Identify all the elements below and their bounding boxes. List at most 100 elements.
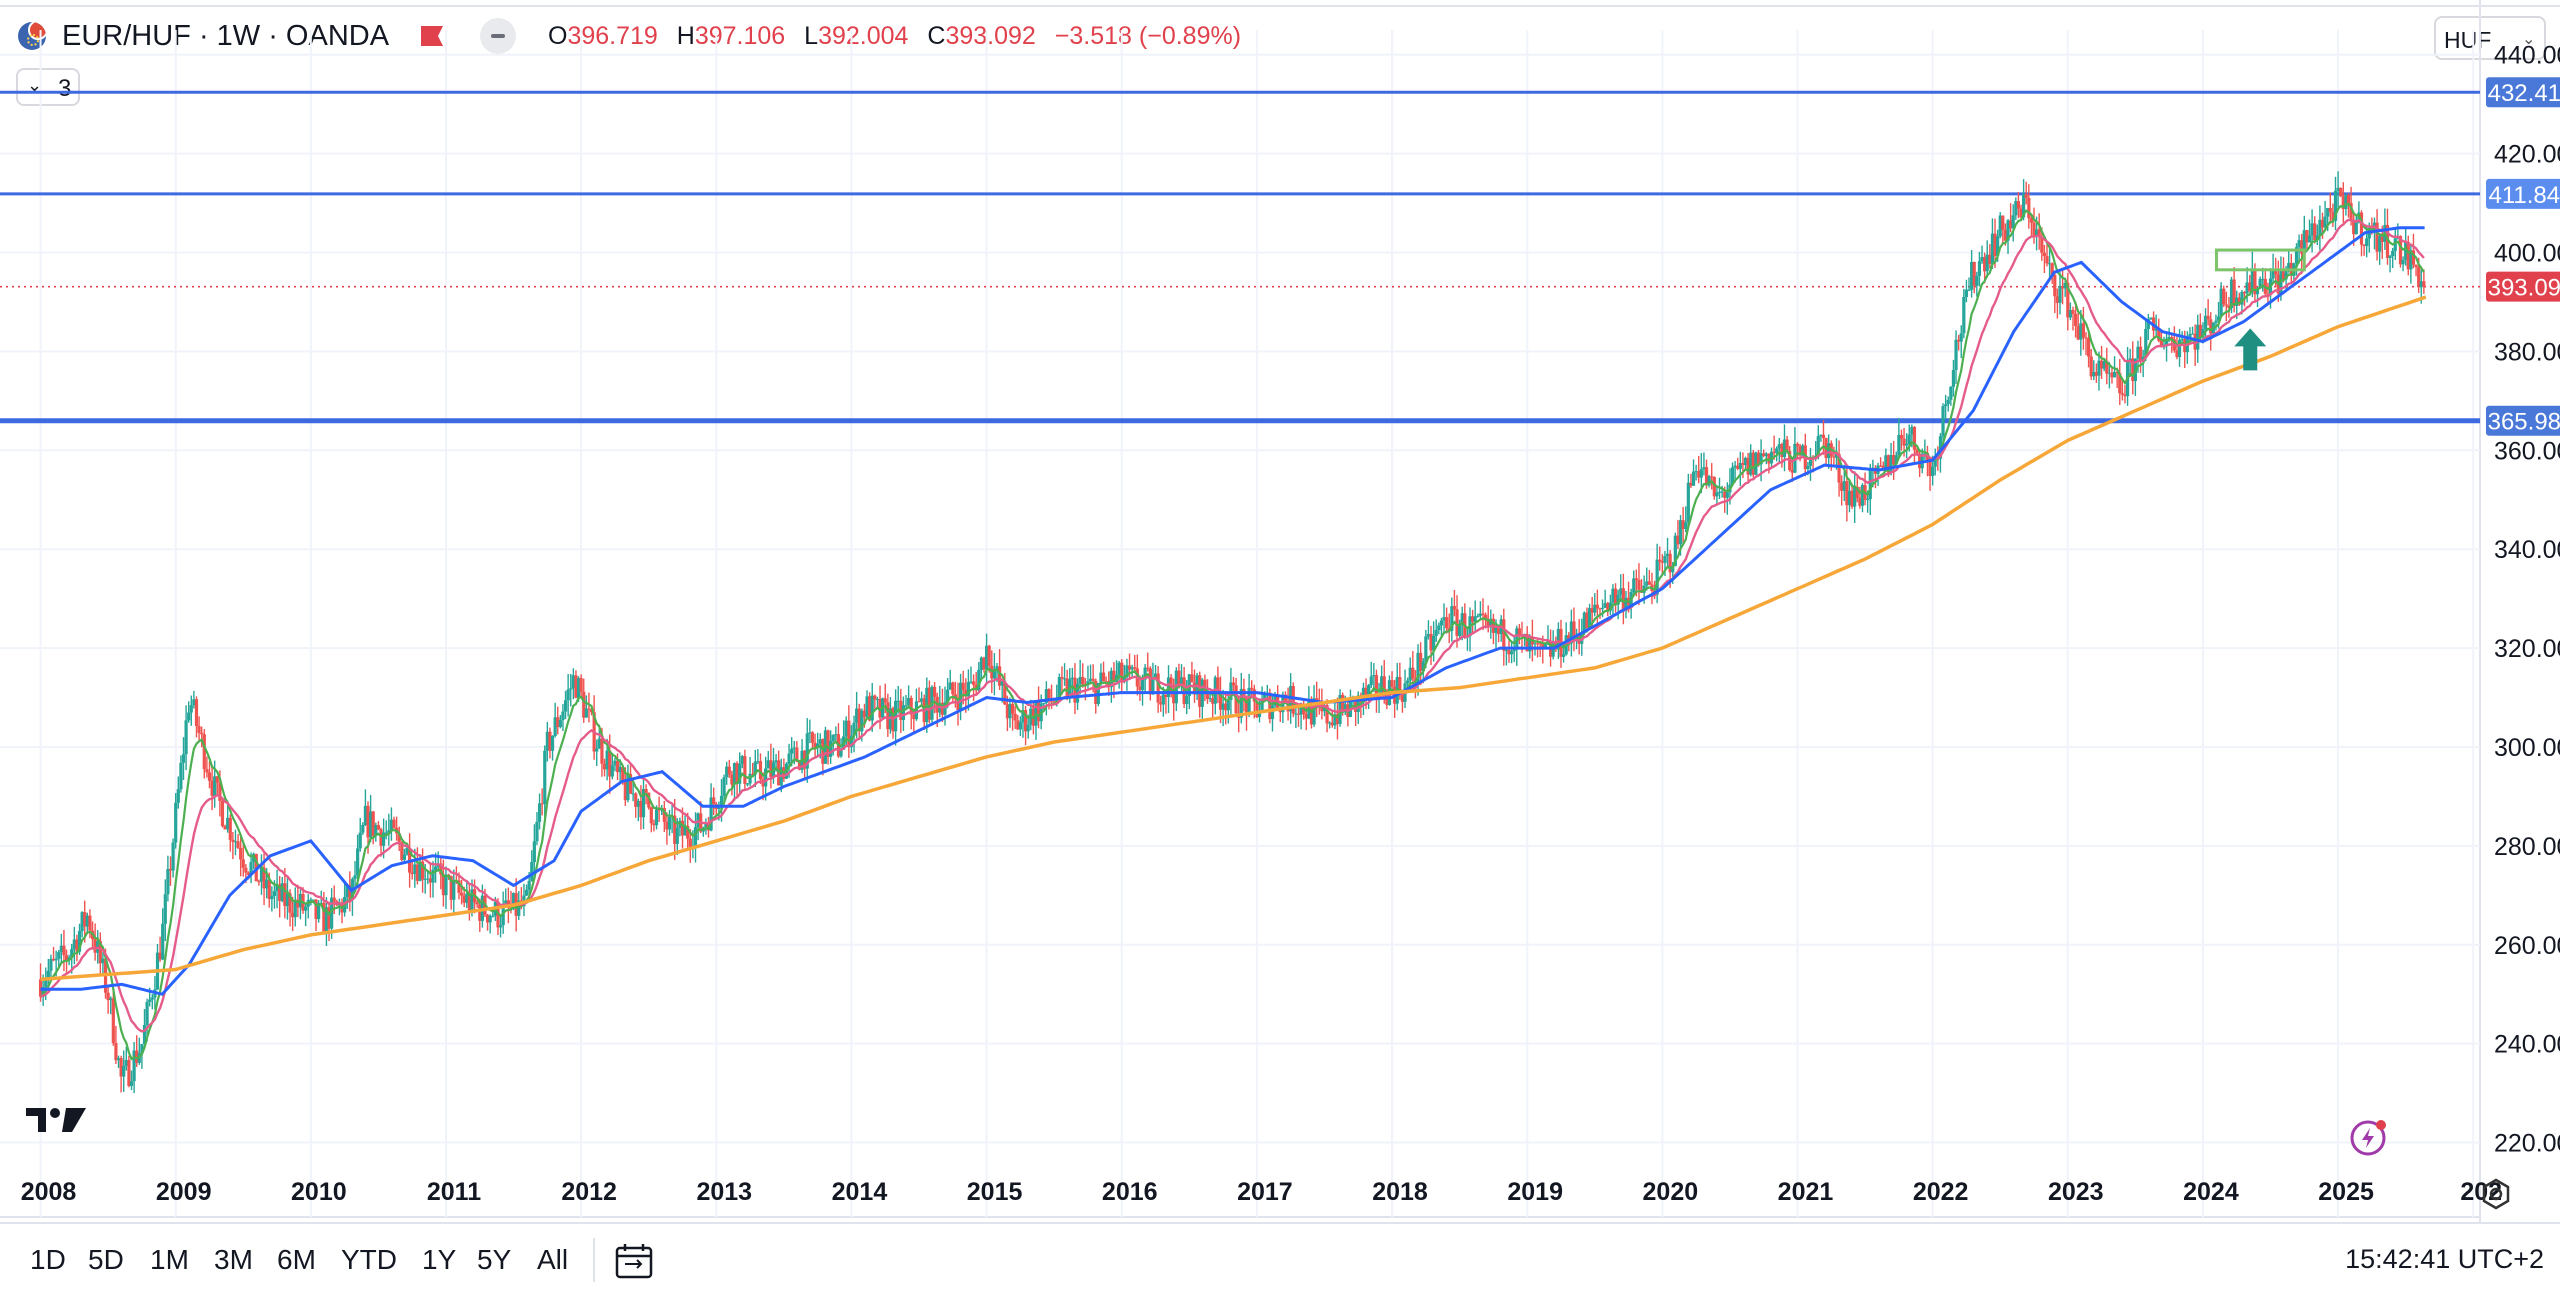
candle-body xyxy=(2149,317,2153,320)
candle-body xyxy=(569,688,573,690)
range-ytd-button[interactable]: YTD xyxy=(341,1244,397,1275)
candles xyxy=(38,171,2426,1094)
range-5y-button[interactable]: 5Y xyxy=(477,1244,512,1275)
candle-body xyxy=(1294,713,1298,715)
candle-body xyxy=(995,666,999,670)
candle-body xyxy=(971,681,976,685)
range-3m-button[interactable]: 3M xyxy=(214,1244,253,1275)
candle-body xyxy=(57,952,61,959)
candle-body xyxy=(2131,358,2135,382)
tradingview-logo[interactable] xyxy=(24,1104,88,1136)
candle-body xyxy=(1860,485,1865,506)
candle-body xyxy=(1543,643,1547,648)
range-1y-button[interactable]: 1Y xyxy=(422,1244,457,1275)
chart-area[interactable]: 432.414 411.846 365.984 393.092 2008 2009 201… xyxy=(0,0,2560,1222)
candle-body xyxy=(1047,689,1051,702)
candle-body xyxy=(1120,662,1124,682)
candle-body xyxy=(665,821,669,830)
candle-body xyxy=(1484,614,1488,621)
candle-body xyxy=(231,839,235,842)
candle-body xyxy=(439,863,443,875)
candle-body xyxy=(1619,588,1623,595)
candle-body xyxy=(1983,257,1987,272)
candle-body xyxy=(1026,724,1030,732)
candle-body xyxy=(652,823,656,826)
candle-body xyxy=(1699,469,1703,478)
candle-body xyxy=(1676,535,1680,545)
range-6m-button[interactable]: 6M xyxy=(277,1244,316,1275)
candle-body xyxy=(2003,229,2008,241)
candle-body xyxy=(267,879,271,900)
candle-body xyxy=(1990,233,1995,265)
candle-body xyxy=(1686,482,1690,523)
range-5d-button[interactable]: 5D xyxy=(88,1244,124,1275)
candle-body xyxy=(1367,685,1371,697)
price-axis: 440.000 420.000 400.000 380.000 360.000 340.0… xyxy=(2494,42,2560,1158)
close-key: C xyxy=(927,22,946,50)
candle-body xyxy=(2385,224,2390,258)
horizontal-line-label: 411.846 xyxy=(2489,182,2560,209)
candle-body xyxy=(1975,275,1979,286)
candle-body xyxy=(1624,597,1628,611)
candle-body xyxy=(545,731,549,751)
candle-body xyxy=(992,669,996,679)
candle-body xyxy=(1182,677,1186,704)
clock-timezone[interactable]: 15:42:41 UTC+2 xyxy=(2345,1244,2544,1274)
time-tick-label: 202 xyxy=(2460,1178,2502,1206)
candle-body xyxy=(948,682,952,690)
range-1m-button[interactable]: 1M xyxy=(150,1244,189,1275)
candle-body xyxy=(2138,346,2143,362)
indicators-toggle-button[interactable]: ⌄ 3 xyxy=(16,68,80,106)
candle-body xyxy=(1689,482,1693,486)
candle-body xyxy=(712,797,716,805)
candle-body xyxy=(2297,240,2301,248)
candle-body xyxy=(1509,651,1514,655)
candle-body xyxy=(1587,608,1592,629)
candle-body xyxy=(576,678,581,698)
currency-select[interactable]: HUF ⌄ xyxy=(2434,16,2546,60)
candle-body xyxy=(1042,702,1046,704)
candle-body xyxy=(1842,481,1846,491)
change-value: −3.518 (−0.89%) xyxy=(1054,22,1242,50)
candle-body xyxy=(1655,559,1659,595)
candle-body xyxy=(1884,455,1888,469)
candle-body xyxy=(1437,625,1441,631)
time-tick-label: 2020 xyxy=(1643,1178,1699,1206)
candle-body xyxy=(1088,678,1093,682)
candle-body xyxy=(1164,694,1168,697)
candle-body xyxy=(187,712,191,721)
range-1d-button[interactable]: 1D xyxy=(30,1244,66,1275)
candle-body xyxy=(1946,399,1950,405)
hide-legend-button[interactable] xyxy=(480,18,516,54)
price-tick-label: 320.000 xyxy=(2494,635,2560,663)
candle-body xyxy=(1010,703,1015,714)
candle-body xyxy=(2099,360,2104,369)
candle-body xyxy=(1263,694,1267,699)
candle-body xyxy=(2006,220,2010,241)
candle-body xyxy=(2089,356,2093,377)
range-all-button[interactable]: All xyxy=(537,1244,569,1275)
candle-body xyxy=(530,862,534,881)
flag-icon[interactable] xyxy=(420,25,444,47)
candle-body xyxy=(205,769,209,773)
candle-body xyxy=(1109,670,1113,688)
candle-body xyxy=(883,698,887,703)
candle-body xyxy=(1658,559,1662,562)
candle-body xyxy=(2224,304,2228,306)
candle-body xyxy=(1473,616,1477,622)
ema-green-line xyxy=(39,202,2425,1061)
candle-body xyxy=(1260,698,1264,711)
calendar-goto-icon[interactable] xyxy=(614,1242,654,1280)
candle-body xyxy=(1476,615,1480,617)
horizontal-line-label-bg xyxy=(2486,77,2560,108)
candle-body xyxy=(1208,698,1212,700)
symbol-title[interactable]: EUR/HUF · 1W · OANDA xyxy=(62,20,390,52)
candle-body xyxy=(1385,697,1389,705)
settings-gear-icon[interactable] xyxy=(2478,1176,2514,1212)
candle-body xyxy=(449,875,453,900)
ai-assistant-icon[interactable] xyxy=(2348,1118,2388,1158)
candle-body xyxy=(1535,643,1540,645)
time-tick-label: 2012 xyxy=(561,1178,617,1206)
flag-stars xyxy=(27,34,39,46)
bottom-toolbar: 1D 5D 1M 3M 6M YTD 1Y 5Y All 15:42:41 UT… xyxy=(0,1222,2560,1302)
